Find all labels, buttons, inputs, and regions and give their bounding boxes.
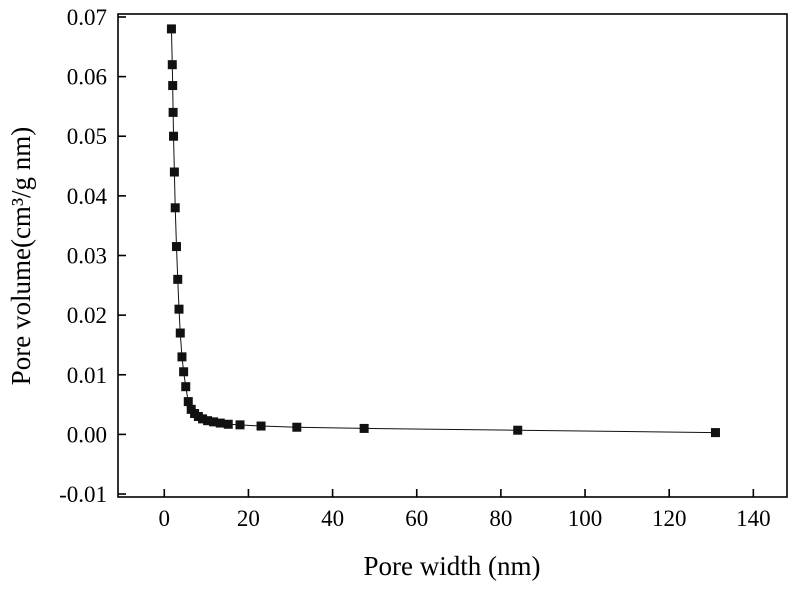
y-tick-label: 0.02 bbox=[67, 303, 107, 328]
data-point-marker bbox=[181, 382, 191, 392]
data-point-marker bbox=[169, 167, 179, 177]
data-point-marker bbox=[710, 428, 720, 438]
y-axis-label: Pore volume(cm³/g nm) bbox=[6, 127, 36, 386]
x-tick-label: 80 bbox=[489, 506, 512, 531]
y-tick-label: -0.01 bbox=[59, 482, 107, 507]
data-point-marker bbox=[513, 425, 523, 435]
data-point-marker bbox=[292, 422, 302, 432]
data-point-marker bbox=[215, 418, 225, 428]
y-tick-label: 0.05 bbox=[67, 124, 107, 149]
data-point-marker bbox=[223, 419, 233, 429]
data-point-marker bbox=[183, 397, 193, 407]
y-tick-label: 0.00 bbox=[67, 422, 107, 447]
plot-generated-layer: 0 20 40 60 80 100 120 140 -0.01 0.00 0.01 0.02 0.03 0… bbox=[59, 5, 788, 531]
data-point-marker bbox=[203, 416, 213, 426]
y-tick-label: 0.07 bbox=[67, 5, 107, 30]
x-tick-label: 60 bbox=[405, 506, 428, 531]
x-tick-label: 0 bbox=[159, 506, 171, 531]
data-point-marker bbox=[256, 421, 266, 431]
series-line bbox=[170, 28, 716, 434]
y-tick-label: 0.06 bbox=[67, 65, 107, 90]
x-tick-label: 40 bbox=[321, 506, 344, 531]
data-point-marker bbox=[198, 414, 208, 424]
x-axis-label: Pore width (nm) bbox=[364, 551, 541, 581]
data-point-marker bbox=[359, 423, 369, 433]
x-tick-label: 100 bbox=[568, 506, 603, 531]
data-point-marker bbox=[179, 367, 189, 377]
y-tick-label: 0.01 bbox=[67, 363, 107, 388]
data-point-marker bbox=[174, 304, 184, 314]
data-point-marker bbox=[169, 131, 179, 141]
data-point-marker bbox=[171, 242, 181, 252]
data-point-marker bbox=[177, 352, 187, 362]
data-point-marker bbox=[175, 328, 185, 338]
y-tick-label: 0.04 bbox=[67, 184, 108, 209]
x-tick-label: 140 bbox=[736, 506, 771, 531]
data-point-marker bbox=[168, 81, 178, 91]
data-point-marker bbox=[166, 24, 176, 34]
data-point-marker bbox=[167, 60, 177, 70]
data-point-marker bbox=[173, 274, 183, 284]
data-point-marker bbox=[235, 420, 245, 430]
data-point-marker bbox=[209, 417, 219, 427]
x-tick-label: 20 bbox=[237, 506, 260, 531]
data-point-marker bbox=[170, 203, 180, 213]
x-tick-label: 120 bbox=[652, 506, 687, 531]
y-tick-label: 0.03 bbox=[67, 244, 107, 269]
data-point-marker bbox=[168, 107, 178, 117]
